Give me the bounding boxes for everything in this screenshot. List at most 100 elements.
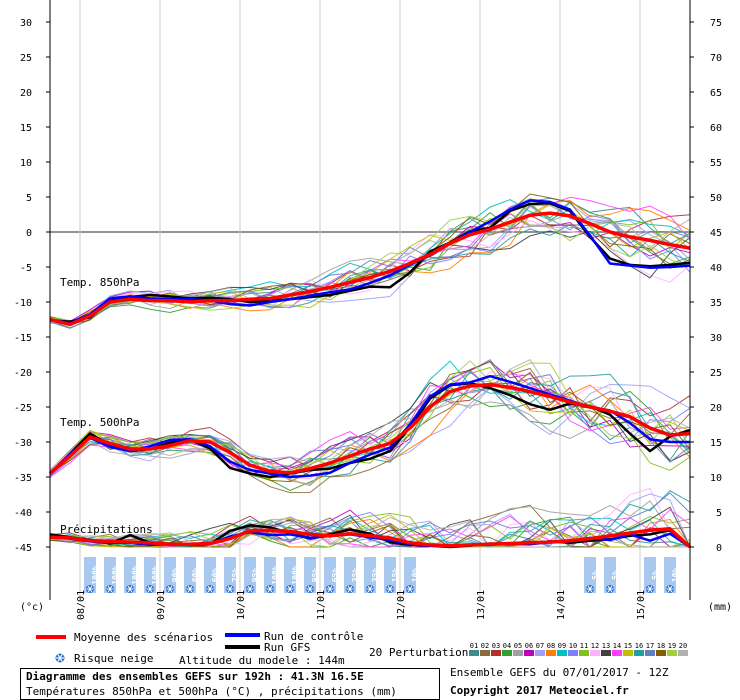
snow-risk-box [84, 557, 96, 593]
snowflake-icon [186, 585, 194, 593]
perturbation-legend-number: 13 [602, 642, 610, 650]
right-tick-label: 30 [710, 333, 722, 344]
perturbation-legend-swatch [469, 650, 479, 656]
snow-risk-pct: 35% [371, 568, 380, 583]
snow-risk-badge: 60% [204, 557, 220, 593]
precip-mean-line [49, 527, 692, 549]
left-tick-label: 25 [20, 53, 32, 64]
snowflake-stroke [607, 585, 613, 593]
perturbation-legend-number: 10 [569, 642, 577, 650]
perturbation-legend-swatch [667, 650, 677, 656]
snow-risk-pct: 100% [91, 565, 100, 584]
perturbation-legend-swatch [678, 650, 688, 656]
snow-risk-pct: 95% [311, 568, 320, 583]
snowflake-stroke [327, 585, 333, 593]
footer-subtitle: Températures 850hPa et 500hPa (°C) , pré… [26, 685, 397, 698]
snow-risk-box [284, 557, 296, 593]
snow-risk-pct: 10% [671, 568, 680, 583]
snow-risk-box [144, 557, 156, 593]
snow-risk-box [604, 557, 616, 593]
snow-risk-box [204, 557, 216, 593]
snow-risk-pct: 65% [331, 568, 340, 583]
group-label-precip: Précipitations [60, 523, 153, 536]
perturbation-legend-swatch [557, 650, 567, 656]
snow-risk-badge: 90% [164, 557, 180, 593]
perturbation-legend-swatch [634, 650, 644, 656]
snow-risk-badge: 35% [364, 557, 380, 593]
snowflake-icon [306, 585, 314, 593]
snowflake-stroke [587, 585, 593, 593]
perturbation-legend-number: 05 [514, 642, 522, 650]
perturbation-legend-swatch [568, 650, 578, 656]
ensemble-chart: 302520151050-5-10-15-20-25-30-35-40-4575… [14, 0, 732, 620]
perturbation-legend-number: 03 [492, 642, 500, 650]
snow-risk-badge: 100% [124, 557, 140, 593]
perturbation-legend-swatch [645, 650, 655, 656]
snow-risk-box [224, 557, 236, 593]
perturbation-legend-number: 17 [646, 642, 654, 650]
perturbation-line [49, 382, 691, 471]
snow-risk-badge: 100% [104, 557, 120, 593]
perturbation-line [49, 516, 690, 548]
snow-risk-row: 100% 100% 100% 100% 90% 80% 60% 75% 95% 100% 100% 9… [84, 557, 680, 593]
perturbation-line [49, 517, 691, 548]
right-tick-label: 25 [710, 368, 722, 379]
perturbation-legend-number: 18 [657, 642, 665, 650]
legend-label-snow: Risque neige [74, 652, 153, 665]
snowflake-icon [146, 585, 154, 593]
snow-risk-box [164, 557, 176, 593]
snowflake-icon [166, 585, 174, 593]
right-tick-label: 50 [710, 193, 722, 204]
snow-risk-box [124, 557, 136, 593]
snow-risk-pct: 100% [111, 565, 120, 584]
footer-run-info: Ensemble GEFS du 07/01/2017 - 12Z [450, 666, 669, 679]
snowflake-icon [346, 585, 354, 593]
snow-risk-badge: 15% [384, 557, 400, 593]
snowflake-stroke [147, 585, 153, 593]
perturbation-line [49, 202, 691, 325]
snowflake-icon [246, 585, 254, 593]
perturbation-line [49, 198, 691, 329]
right-tick-label: 0 [716, 543, 722, 554]
snow-risk-pct: 80% [191, 568, 200, 583]
snowflake-stroke [87, 585, 93, 593]
snow-risk-pct: 35% [351, 568, 360, 583]
snow-risk-box [664, 557, 676, 593]
right-tick-label: 5 [716, 508, 722, 519]
perturbation-lines [49, 193, 691, 548]
x-tick-label: 08/01 [76, 590, 87, 620]
snow-risk-box [324, 557, 336, 593]
x-tick-label: 11/01 [316, 590, 327, 620]
left-tick-label: -40 [14, 508, 32, 519]
perturbation-legend-swatch [579, 650, 589, 656]
snow-risk-box [584, 557, 596, 593]
perturbation-legend-number: 08 [547, 642, 555, 650]
right-tick-label: 60 [710, 123, 722, 134]
snowflake-stroke [247, 585, 253, 593]
snowflake-stroke [367, 585, 373, 593]
snow-risk-box [104, 557, 116, 593]
group-label-t500: Temp. 500hPa [60, 416, 139, 429]
perturbation-legend-number: 11 [580, 642, 588, 650]
snowflake-stroke [207, 585, 213, 593]
snowflake-icon [206, 585, 214, 593]
snowflake-stroke [227, 585, 233, 593]
legend: Moyenne des scénarios Run de contrôle Ru… [36, 630, 688, 667]
snow-risk-box [344, 557, 356, 593]
left-tick-label: -25 [14, 403, 32, 414]
snowflake-stroke [107, 585, 113, 593]
snow-risk-badge: 75% [224, 557, 240, 593]
perturbation-legend-swatch [590, 650, 600, 656]
perturbation-legend-number: 14 [613, 642, 621, 650]
snow-risk-badge: 5% [584, 557, 600, 593]
perturbation-line [49, 199, 691, 327]
snowflake-icon [646, 585, 654, 593]
right-tick-label: 55 [710, 158, 722, 169]
right-unit-label: (mm) [708, 602, 732, 613]
right-tick-label: 10 [710, 473, 722, 484]
snow-risk-badge: 95% [304, 557, 320, 593]
perturbation-legend-number: 09 [558, 642, 566, 650]
snow-risk-pct: 100% [271, 565, 280, 584]
left-tick-label: -30 [14, 438, 32, 449]
perturbation-legend-swatch [535, 650, 545, 656]
